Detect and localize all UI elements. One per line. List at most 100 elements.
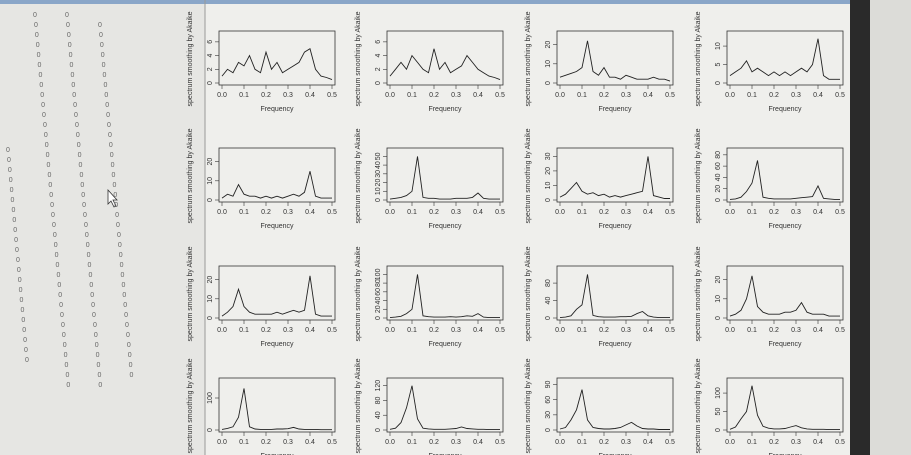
y-tick-label: 0	[715, 428, 722, 432]
y-axis-label: spectrum smoothing by Akaike	[187, 358, 194, 453]
x-tick-label: 0.1	[239, 327, 249, 334]
x-tick-label: 0.2	[429, 327, 439, 334]
x-tick-label: 0.2	[599, 439, 609, 446]
list-value: 0	[41, 102, 45, 109]
y-tick-label: 10	[545, 60, 552, 68]
y-tick-label: 0	[375, 316, 382, 320]
list-value: 0	[65, 372, 69, 379]
list-value: 0	[107, 122, 111, 129]
list-value: 0	[93, 322, 97, 329]
list-value: 0	[72, 92, 76, 99]
y-tick-label: 0	[375, 198, 382, 202]
y-tick-label: 20	[715, 276, 722, 284]
list-value: 0	[18, 277, 22, 284]
list-value: 0	[46, 152, 50, 159]
list-value: 0	[112, 182, 116, 189]
list-value: 0	[71, 82, 75, 89]
x-tick-label: 0.0	[385, 209, 395, 216]
y-tick-label: 0	[715, 316, 722, 320]
y-axis-label: spectrum smoothing by Akaike	[525, 246, 532, 341]
plot-frame	[218, 265, 336, 321]
list-value: 0	[19, 287, 23, 294]
x-tick-label: 0.5	[835, 209, 845, 216]
list-value: 0	[105, 102, 109, 109]
x-tick-label: 0.2	[769, 327, 779, 334]
list-value: 0	[13, 227, 17, 234]
x-tick-label: 0.2	[261, 209, 271, 216]
x-tick-label: 0.1	[407, 439, 417, 446]
list-value: 0	[65, 362, 69, 369]
list-value: 0	[128, 352, 132, 359]
list-value: 0	[104, 92, 108, 99]
list-value: 0	[114, 202, 118, 209]
list-value: 0	[116, 222, 120, 229]
y-axis-label: spectrum smoothing by Akaike	[695, 358, 702, 453]
y-tick-label: 0	[715, 81, 722, 85]
list-value: 0	[127, 342, 131, 349]
spectrum-line	[389, 274, 500, 319]
x-tick-label: 0.4	[473, 439, 483, 446]
list-value: 0	[47, 162, 51, 169]
x-tick-label: 0.5	[495, 92, 505, 99]
list-value: 0	[21, 317, 25, 324]
x-tick-label: 0.3	[283, 209, 293, 216]
y-tick-label: 40	[375, 297, 382, 305]
x-tick-label: 0.0	[725, 327, 735, 334]
x-tick-label: 0.1	[407, 92, 417, 99]
list-value: 0	[11, 207, 15, 214]
list-value: 0	[43, 122, 47, 129]
y-tick-label: 20	[207, 276, 214, 284]
x-tick-label: 0.3	[451, 209, 461, 216]
mouse-cursor	[107, 188, 118, 208]
x-tick-label: 0.0	[555, 92, 565, 99]
list-value: 0	[67, 32, 71, 39]
x-tick-label: 0.1	[747, 209, 757, 216]
x-axis-label: Frequency	[768, 341, 802, 348]
list-value: 0	[22, 327, 26, 334]
list-value: 0	[12, 217, 16, 224]
y-tick-label: 10	[207, 177, 214, 185]
y-tick-label: 0	[715, 198, 722, 202]
y-tick-label: 80	[715, 151, 722, 159]
left-pane	[0, 0, 205, 455]
list-value: 0	[75, 122, 79, 129]
list-value: 0	[52, 222, 56, 229]
y-tick-label: 10	[545, 181, 552, 189]
list-value: 0	[126, 332, 130, 339]
y-tick-label: 0	[545, 316, 552, 320]
list-value: 0	[38, 72, 42, 79]
x-tick-label: 0.4	[473, 209, 483, 216]
x-axis-label: Frequency	[768, 223, 802, 230]
y-tick-label: 6	[375, 40, 382, 44]
list-value: 0	[47, 172, 51, 179]
list-value: 0	[56, 262, 60, 269]
x-tick-label: 0.1	[577, 92, 587, 99]
x-tick-label: 0.3	[283, 439, 293, 446]
x-axis-label: Frequency	[598, 106, 632, 113]
x-tick-label: 0.0	[555, 439, 565, 446]
list-value: 0	[40, 92, 44, 99]
x-tick-label: 0.3	[621, 439, 631, 446]
x-tick-label: 0.2	[429, 439, 439, 446]
x-tick-label: 0.1	[239, 92, 249, 99]
list-value: 0	[94, 332, 98, 339]
list-value: 0	[62, 332, 66, 339]
x-tick-label: 0.2	[769, 209, 779, 216]
y-tick-label: 2	[207, 67, 214, 71]
plot-frame	[556, 147, 674, 203]
x-tick-label: 0.0	[217, 327, 227, 334]
y-tick-label: 0	[207, 316, 214, 320]
list-value: 0	[35, 32, 39, 39]
plot-frame	[726, 377, 844, 433]
list-value: 0	[59, 302, 63, 309]
list-value: 0	[69, 52, 73, 59]
y-axis-label: spectrum smoothing by Akaike	[187, 246, 194, 341]
plot-frame	[386, 30, 504, 86]
list-value: 0	[74, 112, 78, 119]
y-tick-label: 30	[545, 411, 552, 419]
list-value: 0	[33, 12, 37, 19]
x-tick-label: 0.5	[665, 327, 675, 334]
x-tick-label: 0.0	[217, 439, 227, 446]
